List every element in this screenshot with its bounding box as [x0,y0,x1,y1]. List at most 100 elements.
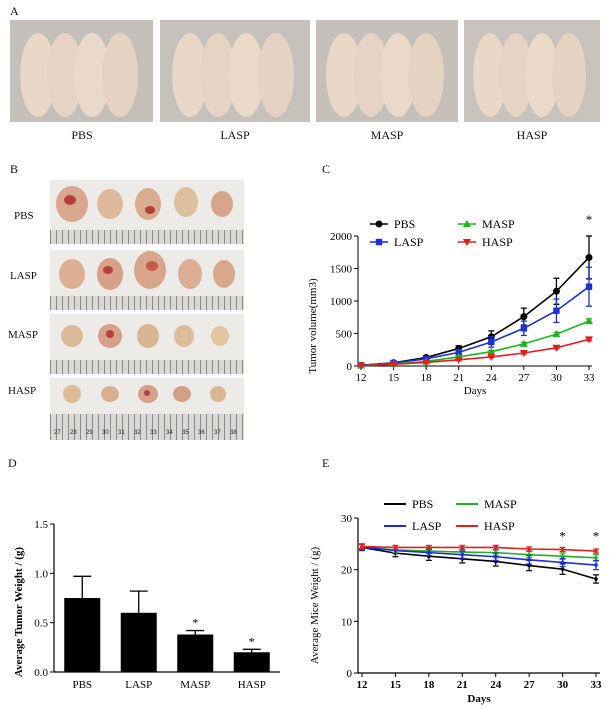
x-tick-label: 27 [524,679,536,691]
panel-letter-d: D [8,456,17,470]
significance-asterisk: * [559,528,566,543]
data-point [520,325,528,332]
data-point [585,336,593,344]
series-line [360,338,590,367]
y-tick-label: 1.5 [34,519,48,531]
bar [177,634,214,672]
mice-illustration [464,20,600,122]
data-point [393,545,398,550]
data-point [360,544,364,549]
data-point [594,549,598,553]
ruler-number: 34 [166,430,173,436]
data-point [488,338,495,346]
ruler-number: 36 [198,430,205,436]
data-point [527,558,531,562]
data-point [520,313,528,321]
x-tick-label: 30 [557,679,569,691]
x-tick-label: 33 [591,679,603,691]
tumor-strip-hasp: 27 28 29 30 31 32 33 34 35 36 37 38 [50,378,244,440]
series-line [361,546,597,580]
tumor-illustration [56,186,233,222]
strip-label-hasp: HASP [8,385,37,397]
data-point [493,545,498,550]
data-point [357,362,365,370]
legend-marker [463,239,471,246]
series-line [361,546,597,566]
strip-label-masp: MASP [8,329,38,341]
y-tick-label: 500 [336,329,353,341]
data-point [454,356,463,364]
x-tick-label: MASP [180,679,210,691]
ruler-number: 29 [86,430,93,436]
data-point [527,563,531,568]
x-tick-label: 15 [388,372,400,384]
significance-asterisk: * [593,528,600,543]
data-point [585,283,593,290]
legend-label: LASP [412,519,442,533]
significance-asterisk: * [249,634,255,648]
photo-label-lasp: LASP [220,128,250,142]
mice-illustration [10,20,153,122]
x-tick-label: 33 [584,372,596,384]
y-tick-label: 0.0 [34,667,48,679]
ruler-number: 27 [54,430,61,436]
data-point [553,307,560,314]
ruler-number: 35 [182,430,189,436]
y-axis-label: Tumor volume(mm3) [307,278,319,374]
data-point [527,547,531,551]
x-axis-label: Days [464,385,487,397]
y-tick-label: 1500 [330,264,353,276]
data-point [519,350,528,357]
chart-e-mice-weight: 0 10 20 30 12 15 18 21 24 27 30 33 Days Average Mice … [309,497,603,705]
tumor-illustration [63,385,226,403]
legend-marker [463,220,471,227]
ruler-number: 37 [214,430,221,436]
strip-label-lasp: LASP [10,270,37,282]
tumor-strip-lasp [50,250,244,310]
x-tick-label: LASP [125,679,152,691]
data-point [594,555,598,560]
legend-label: LASP [394,235,424,249]
photo-label-masp: MASP [370,128,404,142]
tumor-strip-masp [50,314,244,374]
ruler [50,296,244,310]
x-tick-label: 30 [551,372,563,384]
x-tick-label: 21 [457,679,468,691]
ruler-number: 28 [70,430,77,436]
data-point [519,339,528,347]
data-point [427,550,431,555]
y-axis-label: Average Tumor Weight / (g) [13,547,25,678]
x-tick-label: 21 [453,372,464,384]
series-hasp [357,336,593,370]
photo-label-pbs: PBS [71,128,93,142]
bar [233,652,270,672]
series-line [361,545,597,552]
data-point [560,560,565,565]
data-point [455,349,462,356]
data-point [560,547,565,552]
chart-d-tumor-weight: 0.0 0.5 1.0 1.5 Average Tumor Weight / (g) PB… [13,519,280,691]
y-tick-label: 1.0 [34,568,48,580]
x-tick-label: 27 [518,372,530,384]
mice-photo-hasp [464,20,600,122]
panel-letter-c: C [322,162,331,176]
data-point [427,545,431,550]
legend-label: PBS [394,217,415,231]
y-tick-label: 0 [347,668,353,680]
tumor-illustration [59,251,235,290]
ruler [50,360,244,374]
legend-label: MASP [482,217,515,231]
significance-asterisk: * [192,616,198,630]
y-tick-label: 0 [347,361,353,373]
strip-label-pbs: PBS [14,210,34,222]
data-point [422,359,431,367]
legend-marker [375,220,383,228]
significance-asterisk: * [586,212,593,227]
data-point [585,253,593,261]
data-point [552,330,561,338]
data-point [560,567,565,571]
y-tick-label: 1000 [330,296,353,308]
x-tick-label: 24 [486,372,498,384]
y-tick-label: 2000 [330,231,353,243]
ruler-number: 30 [102,430,109,436]
